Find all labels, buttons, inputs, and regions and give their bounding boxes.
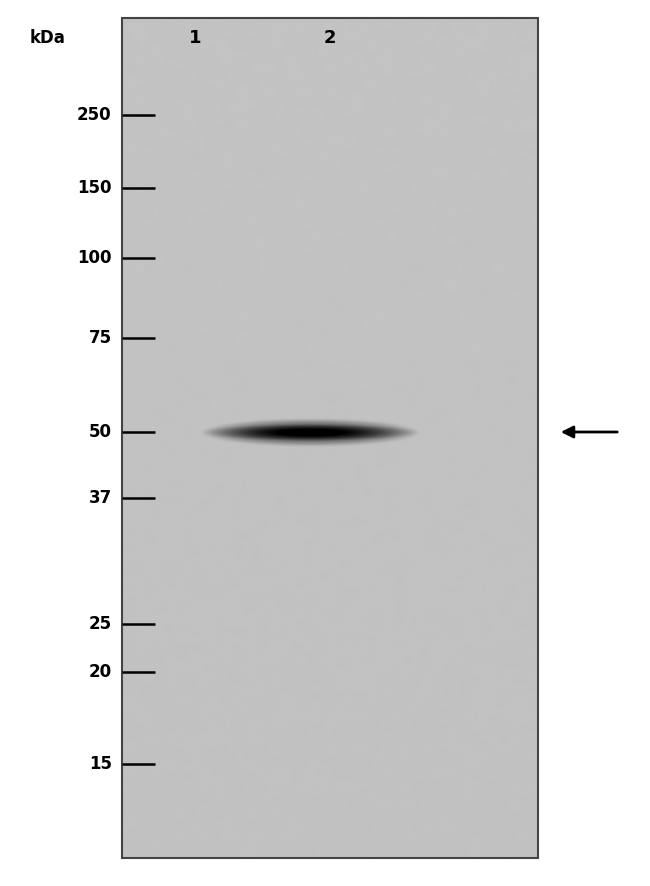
Text: 25: 25 bbox=[88, 615, 112, 633]
Text: 75: 75 bbox=[88, 329, 112, 347]
Text: 150: 150 bbox=[77, 179, 112, 197]
Text: 15: 15 bbox=[89, 755, 112, 773]
Text: 1: 1 bbox=[188, 29, 202, 47]
Text: 37: 37 bbox=[88, 489, 112, 507]
Text: 20: 20 bbox=[88, 663, 112, 681]
Text: kDa: kDa bbox=[30, 29, 66, 47]
Text: 100: 100 bbox=[77, 249, 112, 267]
Text: 250: 250 bbox=[77, 106, 112, 124]
Text: 2: 2 bbox=[324, 29, 336, 47]
Bar bbox=[122, 18, 538, 858]
Text: 50: 50 bbox=[89, 423, 112, 441]
